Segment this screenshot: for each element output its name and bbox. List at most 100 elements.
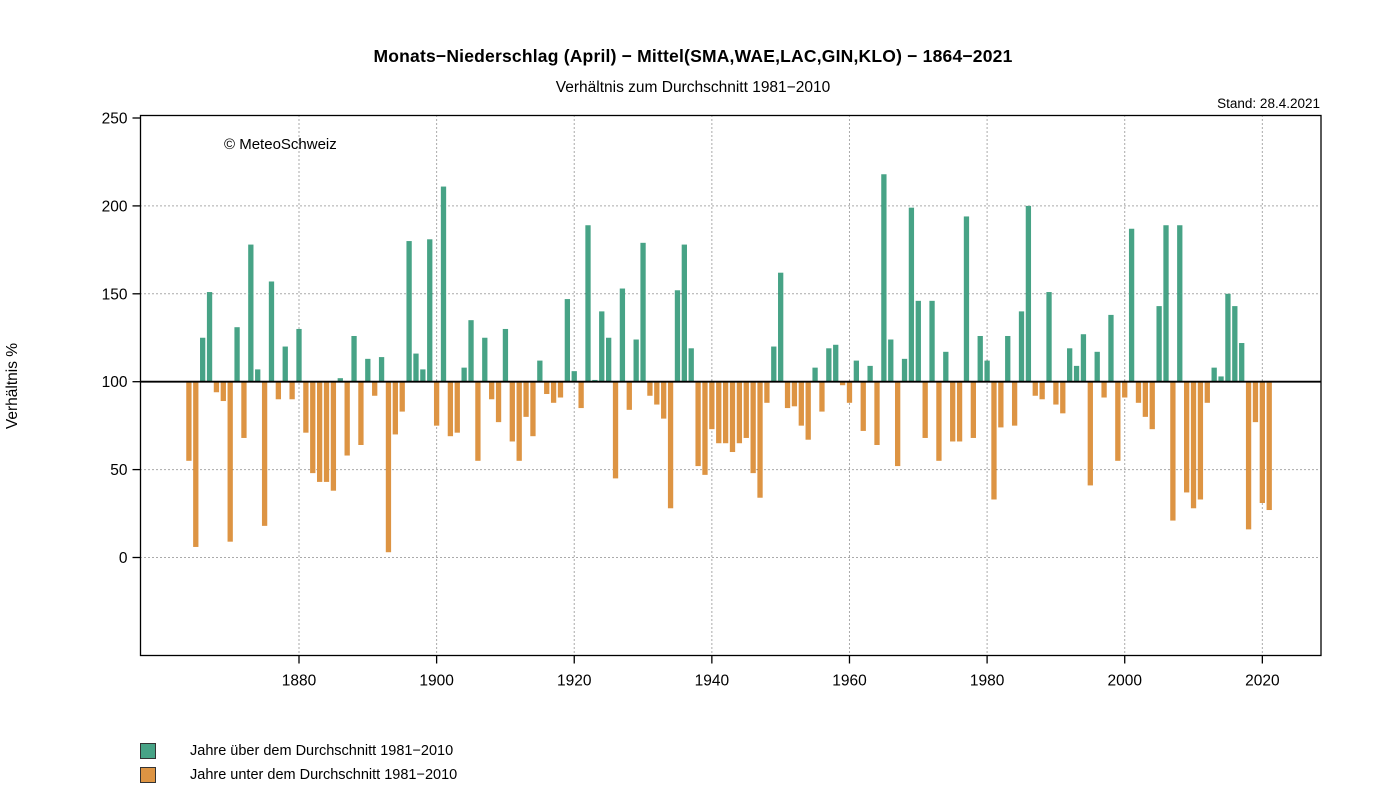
bar bbox=[950, 381, 956, 442]
bar bbox=[1087, 381, 1093, 486]
bar bbox=[351, 335, 357, 382]
legend: Jahre über dem Durchschnitt 1981−2010 Ja… bbox=[140, 739, 457, 787]
bar bbox=[557, 381, 564, 398]
bar bbox=[1259, 381, 1265, 503]
bar bbox=[495, 381, 502, 423]
bar bbox=[1156, 306, 1162, 382]
bar bbox=[1011, 381, 1018, 426]
bar bbox=[647, 381, 653, 396]
copyright-text: © MeteoSchweiz bbox=[224, 136, 337, 153]
y-axis: 0 50 100 150 200 250 bbox=[102, 111, 141, 567]
bar bbox=[475, 381, 481, 461]
bar bbox=[330, 381, 337, 491]
bar bbox=[778, 272, 784, 382]
bar bbox=[1225, 293, 1231, 382]
bar bbox=[612, 381, 619, 479]
y-tick-label: 150 bbox=[102, 286, 128, 303]
bar bbox=[1163, 225, 1169, 382]
bar bbox=[709, 381, 715, 430]
bar bbox=[1122, 381, 1128, 398]
bar bbox=[1239, 343, 1245, 382]
bar bbox=[619, 288, 626, 382]
bar bbox=[1190, 381, 1197, 509]
bar bbox=[661, 381, 667, 419]
y-tick-label: 250 bbox=[102, 111, 128, 128]
bar bbox=[1211, 367, 1217, 382]
bar bbox=[337, 378, 343, 382]
bar bbox=[502, 328, 509, 382]
bar bbox=[275, 381, 282, 400]
bar bbox=[826, 348, 832, 382]
chart-title: Monats−Niederschlag (April) − Mittel(SMA… bbox=[373, 46, 1013, 66]
bar bbox=[406, 241, 412, 382]
bar bbox=[420, 369, 426, 382]
bar bbox=[268, 281, 275, 382]
bar bbox=[881, 174, 887, 382]
bar bbox=[571, 371, 577, 382]
bar bbox=[220, 381, 226, 402]
bar bbox=[303, 381, 309, 433]
bar bbox=[757, 381, 763, 498]
bar bbox=[378, 357, 385, 382]
bar bbox=[833, 344, 839, 382]
bar bbox=[255, 369, 261, 382]
bar bbox=[413, 353, 419, 382]
bar bbox=[1218, 376, 1224, 382]
bar bbox=[1184, 381, 1190, 493]
bar bbox=[261, 381, 268, 526]
y-tick-label: 0 bbox=[119, 550, 128, 567]
bar bbox=[1067, 348, 1073, 382]
bar bbox=[1108, 314, 1114, 382]
bar bbox=[1115, 381, 1121, 461]
bar bbox=[798, 381, 804, 426]
bar bbox=[681, 244, 687, 382]
bar bbox=[440, 186, 447, 382]
bar bbox=[956, 381, 963, 442]
bar bbox=[1252, 381, 1259, 423]
bar bbox=[936, 381, 942, 461]
x-tick-label: 1980 bbox=[970, 673, 1005, 690]
bar bbox=[234, 327, 240, 382]
bar bbox=[819, 381, 825, 412]
bar bbox=[523, 381, 529, 417]
bar bbox=[943, 351, 949, 382]
bar bbox=[1053, 381, 1059, 405]
bar bbox=[853, 360, 860, 382]
bar bbox=[213, 381, 220, 393]
bar bbox=[399, 381, 405, 412]
legend-swatch-above-icon bbox=[140, 743, 156, 759]
bar bbox=[1204, 381, 1210, 403]
bar bbox=[901, 358, 908, 382]
bar bbox=[991, 381, 997, 500]
bar bbox=[1073, 365, 1080, 382]
bar bbox=[667, 381, 674, 509]
bar bbox=[489, 381, 495, 400]
bar bbox=[860, 381, 866, 431]
bar bbox=[1232, 306, 1238, 382]
bar bbox=[509, 381, 515, 442]
bar bbox=[1025, 205, 1032, 382]
bar bbox=[461, 367, 467, 382]
bar bbox=[1046, 292, 1052, 382]
bar bbox=[1032, 381, 1038, 396]
bar bbox=[736, 381, 743, 444]
bar bbox=[1060, 381, 1066, 414]
bar bbox=[248, 244, 254, 382]
plot-frame bbox=[139, 114, 1322, 657]
x-tick-label: 2000 bbox=[1107, 673, 1142, 690]
bar bbox=[468, 320, 474, 382]
bar bbox=[385, 381, 392, 553]
bar bbox=[998, 381, 1004, 428]
bar bbox=[970, 381, 976, 438]
y-tick-label: 100 bbox=[102, 374, 128, 391]
bar bbox=[427, 239, 433, 382]
chart-subtitle: Verhältnis zum Durchschnitt 1981−2010 bbox=[555, 79, 831, 96]
bar bbox=[316, 381, 323, 482]
bar bbox=[654, 381, 660, 405]
bar bbox=[722, 381, 729, 444]
legend-item-below: Jahre unter dem Durchschnitt 1981−2010 bbox=[140, 763, 457, 787]
y-tick-label: 200 bbox=[102, 198, 128, 215]
bar bbox=[963, 216, 970, 382]
